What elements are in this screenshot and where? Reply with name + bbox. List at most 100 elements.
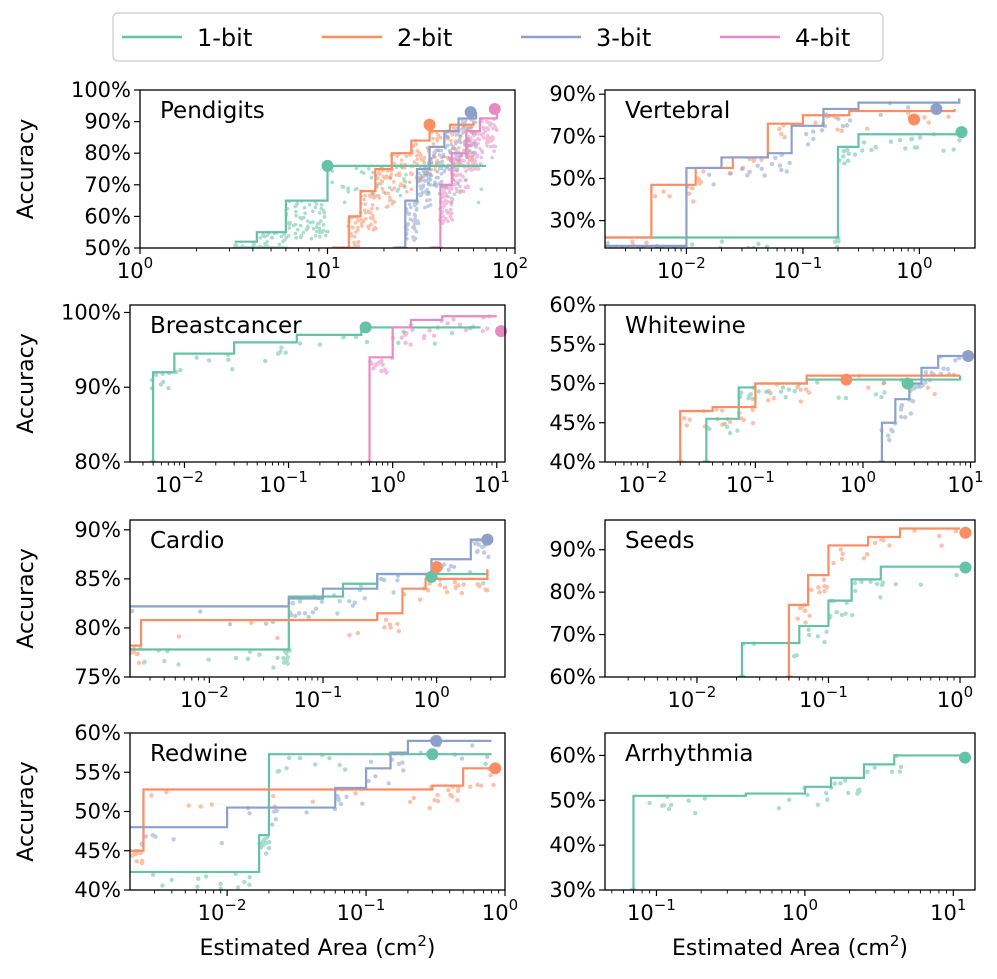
- best-marker-1-bit: [901, 377, 914, 390]
- scatter-point: [431, 142, 436, 146]
- panel-breastcancer: Breastcancer 80% 90% 100% 10−2 10−1 100 101 Accu…: [14, 300, 510, 497]
- scatter-point: [841, 154, 846, 159]
- scatter-point: [286, 233, 291, 238]
- scatter-point: [697, 178, 702, 183]
- scatter-point: [437, 153, 442, 157]
- scatter-point: [822, 584, 827, 589]
- scatter-point: [371, 216, 375, 221]
- scatter-point: [842, 161, 847, 166]
- scatter-2-bit: [130, 577, 490, 666]
- y-axis-label: Accuracy: [14, 333, 39, 433]
- best-marker-1-bit: [426, 748, 439, 761]
- scatter-point: [396, 628, 402, 634]
- scatter-point: [317, 230, 322, 235]
- scatter-point: [433, 180, 438, 185]
- scatter-point: [410, 327, 415, 333]
- axes-frame: [604, 519, 976, 678]
- y-tick-label: 70%: [549, 623, 596, 647]
- scatter-point: [756, 241, 761, 247]
- scatter-point: [957, 138, 962, 143]
- scatter-point: [412, 160, 417, 164]
- scatter-point: [458, 184, 462, 189]
- scatter-point: [294, 209, 298, 214]
- scatter-point: [459, 756, 465, 761]
- scatter-point: [309, 236, 314, 241]
- scatter-2-bit: [785, 528, 959, 677]
- scatter-point: [279, 234, 284, 239]
- scatter-point: [322, 215, 327, 219]
- scatter-point: [442, 585, 448, 590]
- scatter-point: [836, 116, 841, 122]
- scatter-point: [849, 612, 855, 618]
- series-line-1-bit: [151, 326, 481, 462]
- scatter-point: [442, 194, 447, 199]
- legend-label-1-bit: 1-bit: [197, 24, 252, 52]
- scatter-point: [661, 803, 667, 808]
- y-tick-label: 60%: [84, 204, 131, 228]
- scatter-point: [465, 126, 470, 131]
- x-tick-label: 10−1: [627, 896, 676, 925]
- series-line-1-bit: [605, 132, 963, 239]
- scatter-point: [454, 133, 459, 137]
- scatter-point: [442, 154, 446, 159]
- scatter-point: [899, 403, 905, 408]
- scatter-point: [459, 173, 463, 177]
- scatter-point: [421, 183, 426, 188]
- scatter-point: [398, 182, 403, 187]
- scatter-point: [313, 205, 318, 210]
- scatter-point: [271, 794, 276, 799]
- scatter-point: [383, 191, 388, 195]
- scatter-point: [247, 811, 252, 816]
- scatter-point: [479, 187, 484, 191]
- scatter-point: [388, 176, 393, 181]
- scatter-point: [143, 834, 149, 839]
- scatter-point: [395, 621, 400, 627]
- scatter-point: [290, 601, 295, 606]
- scatter-point: [198, 609, 203, 614]
- scatter-point: [247, 875, 252, 880]
- scatter-point: [773, 155, 778, 161]
- scatter-point: [450, 197, 455, 202]
- scatter-point: [344, 794, 349, 800]
- scatter-point: [439, 172, 444, 176]
- y-axis-label: Accuracy: [14, 761, 39, 861]
- scatter-point: [910, 398, 916, 404]
- scatter-point: [838, 781, 843, 786]
- x-tick-label: 100: [782, 896, 818, 925]
- scatter-point: [283, 350, 288, 355]
- scatter-point: [302, 205, 307, 210]
- y-tick-label: 80%: [74, 616, 121, 640]
- scatter-point: [809, 587, 814, 593]
- scatter-point: [383, 617, 389, 622]
- scatter-point: [444, 192, 448, 196]
- scatter-point: [805, 792, 810, 798]
- scatter-point: [494, 128, 499, 133]
- scatter-point: [466, 134, 471, 139]
- scatter-point: [436, 133, 441, 138]
- scatter-point: [281, 239, 285, 244]
- scatter-point: [388, 625, 393, 630]
- best-marker-3-bit: [464, 106, 477, 119]
- scatter-point: [486, 554, 491, 560]
- scatter-point: [898, 764, 904, 770]
- scatter-point: [366, 224, 370, 229]
- scatter-point: [455, 788, 461, 794]
- scatter-point: [369, 206, 374, 211]
- scatter-point: [701, 169, 706, 174]
- scatter-point: [475, 548, 480, 554]
- scatter-point: [686, 191, 692, 196]
- scatter-point: [314, 202, 319, 206]
- scatter-point: [846, 790, 851, 796]
- scatter-point: [421, 173, 426, 178]
- scatter-point: [865, 769, 870, 775]
- scatter-point: [399, 335, 404, 340]
- scatter-point: [247, 882, 252, 888]
- scatter-point: [488, 145, 493, 149]
- scatter-point: [414, 206, 419, 211]
- scatter-point: [778, 389, 784, 394]
- series-line-1-bit: [740, 565, 961, 677]
- scatter-point: [139, 861, 145, 866]
- x-tick-label: 101: [947, 468, 983, 497]
- panel-arrhythmia: Arrhythmia 30% 40% 50% 60% 10−1 100 101 Estimate…: [549, 732, 976, 961]
- scatter-1-bit: [232, 164, 484, 248]
